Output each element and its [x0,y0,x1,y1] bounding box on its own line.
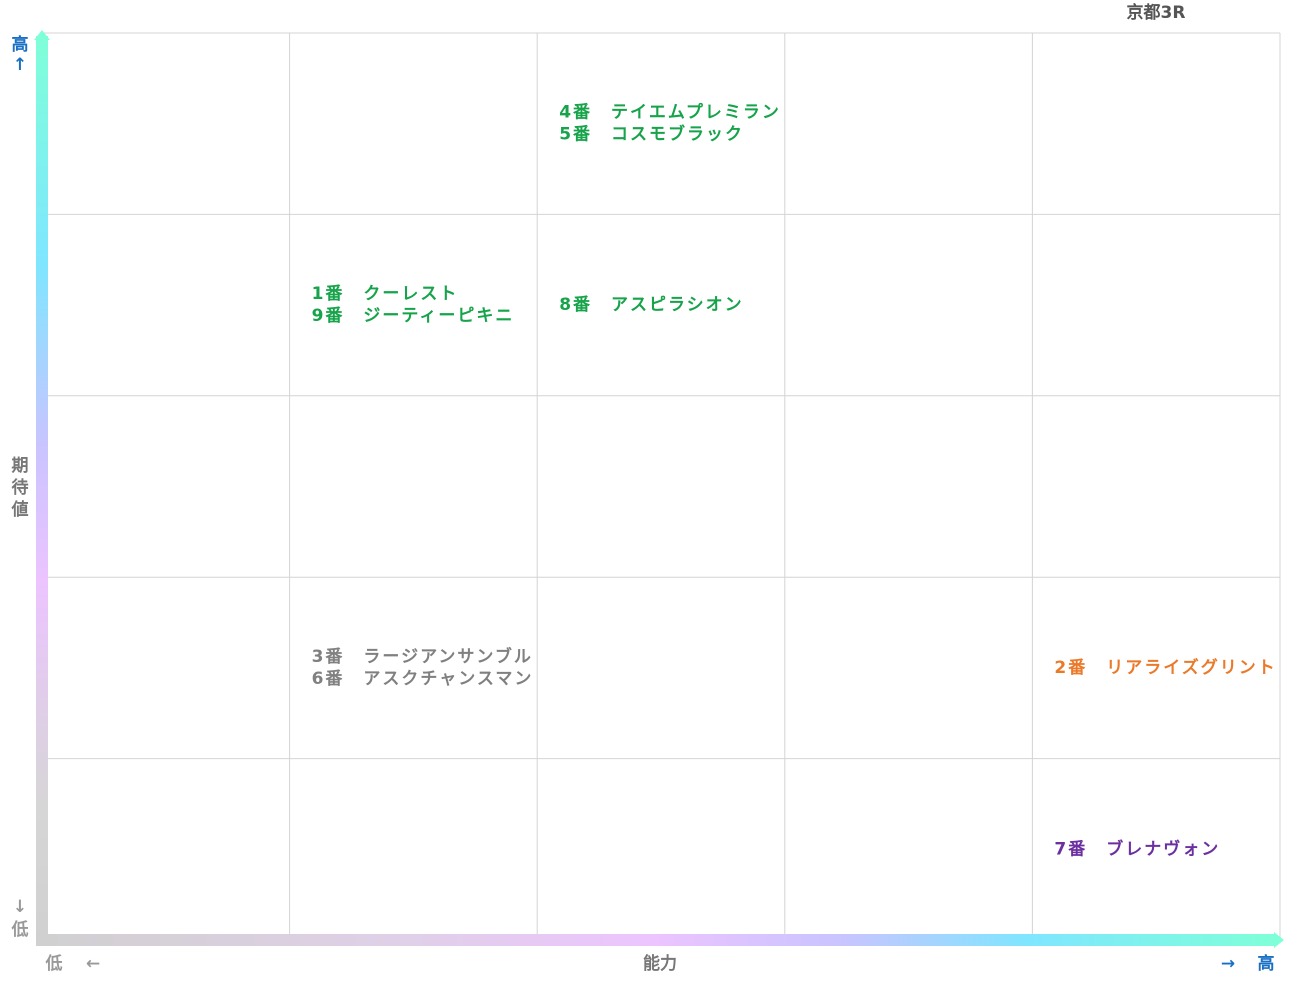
y-low-arrow: ↓ [13,897,27,917]
y-arrow-head [34,30,50,40]
horse-entry: 9番 ジーティーピキニ [312,306,515,326]
x-label: 能力 [643,953,677,974]
x-high-arrow: → [1221,954,1235,974]
horse-entry: 4番 テイエムプレミラン [559,102,781,123]
y-label-3: 値 [11,499,29,520]
horse-entry: 3番 ラージアンサンブル [312,646,533,667]
horse-entry: 7番 ブレナヴォン [1054,838,1220,859]
x-axis-bar [36,934,1276,946]
horse-entry: 1番 クーレスト [312,284,459,304]
horse-entry: 5番 コスモブラック [559,124,744,145]
x-arrow-head [1274,932,1284,948]
y-low: 低 [11,919,29,940]
y-high: 高 [12,34,29,55]
y-label-2: 待 [12,477,29,498]
x-low-arrow: ← [86,954,100,974]
x-high: 高 [1258,953,1275,974]
horse-entry: 8番 アスピラシオン [559,295,744,315]
horse-entry: 2番 リアライズグリント [1054,657,1276,678]
x-low: 低 [45,953,63,974]
title: 京都3R [1127,2,1186,23]
y-label-1: 期 [12,456,29,476]
y-high-arrow: ↑ [13,55,27,75]
y-axis-bar [36,36,48,944]
horse-entry: 6番 アスクチャンスマン [312,669,534,689]
